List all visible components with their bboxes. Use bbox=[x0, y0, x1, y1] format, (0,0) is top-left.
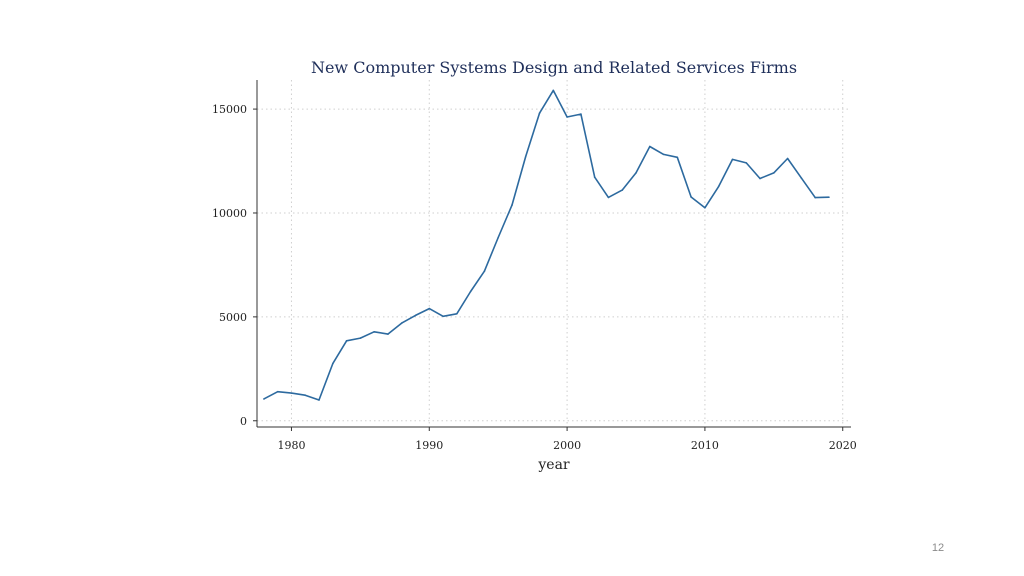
data-point bbox=[704, 206, 706, 209]
data-point bbox=[373, 331, 375, 333]
series bbox=[263, 89, 830, 401]
data-point bbox=[276, 390, 279, 393]
data-point bbox=[318, 399, 320, 401]
x-tick-label: 2010 bbox=[691, 439, 719, 452]
data-point bbox=[745, 162, 748, 164]
data-point bbox=[552, 89, 555, 92]
data-point bbox=[621, 189, 624, 191]
data-point bbox=[538, 112, 541, 115]
data-point bbox=[483, 270, 486, 272]
data-point bbox=[359, 337, 362, 339]
series-line bbox=[263, 89, 829, 401]
y-tick-label: 0 bbox=[240, 415, 247, 428]
data-point bbox=[345, 339, 348, 342]
data-point bbox=[662, 153, 665, 156]
data-point bbox=[800, 177, 803, 179]
data-point bbox=[566, 116, 568, 118]
x-axis-title: year bbox=[537, 457, 570, 473]
data-point bbox=[469, 290, 472, 293]
data-point bbox=[290, 392, 293, 394]
axes bbox=[256, 80, 851, 428]
grid bbox=[257, 80, 851, 427]
data-point bbox=[497, 236, 499, 239]
data-point bbox=[428, 307, 431, 310]
x-tick-label: 1990 bbox=[415, 439, 443, 452]
data-point bbox=[524, 155, 527, 158]
data-point bbox=[511, 204, 513, 206]
y-tick-label: 5000 bbox=[219, 311, 247, 324]
data-point bbox=[400, 322, 403, 324]
data-point bbox=[773, 172, 775, 174]
data-point bbox=[607, 196, 610, 199]
data-point bbox=[676, 156, 679, 159]
data-point bbox=[580, 113, 582, 115]
data-point bbox=[635, 172, 637, 174]
x-tick-label: 2020 bbox=[829, 439, 857, 452]
chart-title: New Computer Systems Design and Related … bbox=[311, 58, 797, 77]
data-point bbox=[456, 312, 458, 315]
data-point bbox=[593, 176, 596, 179]
data-point bbox=[759, 177, 761, 180]
data-point bbox=[387, 333, 389, 335]
y-tick-label: 10000 bbox=[212, 207, 247, 220]
data-point bbox=[731, 158, 734, 161]
data-point bbox=[690, 196, 692, 198]
x-tick-label: 1980 bbox=[277, 439, 305, 452]
data-point bbox=[304, 394, 307, 397]
x-tick-label: 2000 bbox=[553, 439, 581, 452]
data-point bbox=[263, 398, 265, 400]
data-point bbox=[786, 157, 789, 160]
data-point bbox=[648, 145, 651, 148]
data-point bbox=[814, 196, 816, 199]
data-point bbox=[828, 196, 830, 198]
data-point bbox=[332, 362, 334, 365]
slide-number: 12 bbox=[931, 542, 945, 554]
data-point bbox=[717, 185, 720, 188]
ticks: 0 5000 10000 15000 1980 1990 2000 2010 2020 bbox=[212, 103, 857, 452]
y-tick-label: 15000 bbox=[212, 103, 247, 116]
data-point bbox=[414, 314, 417, 317]
data-point bbox=[442, 315, 444, 318]
